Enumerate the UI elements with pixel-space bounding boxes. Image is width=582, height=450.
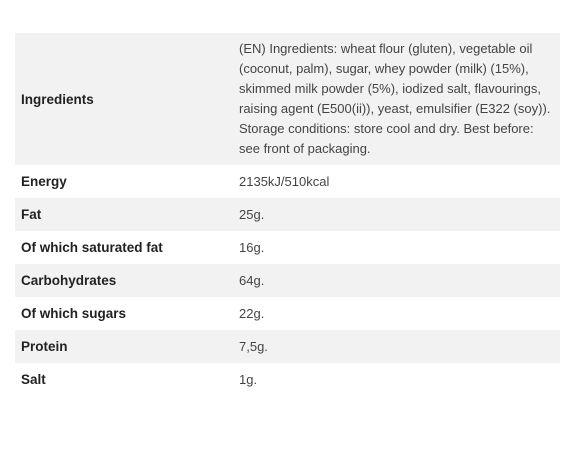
row-label: Ingredients bbox=[21, 91, 94, 107]
row-label: Of which sugars bbox=[21, 306, 127, 321]
table-row-salt: Salt 1g. bbox=[15, 363, 560, 396]
row-label: Protein bbox=[21, 339, 68, 354]
nutrition-table: Ingredients (EN) Ingredients: wheat flou… bbox=[15, 33, 560, 396]
row-value: 7,5g. bbox=[239, 338, 268, 354]
row-label: Salt bbox=[21, 372, 46, 387]
row-value: 25g. bbox=[239, 206, 265, 222]
table-row-ingredients: Ingredients (EN) Ingredients: wheat flou… bbox=[15, 33, 560, 165]
row-value: 1g. bbox=[239, 371, 258, 387]
table-row-energy: Energy 2135kJ/510kcal bbox=[15, 165, 560, 198]
row-value: (EN) Ingredients: wheat flour (gluten), … bbox=[239, 41, 551, 156]
table-row-carbohydrates: Carbohydrates 64g. bbox=[15, 264, 560, 297]
table-row-saturated-fat: Of which saturated fat 16g. bbox=[15, 231, 560, 264]
row-value: 64g. bbox=[239, 272, 265, 288]
table-row-fat: Fat 25g. bbox=[15, 198, 560, 231]
row-label: Energy bbox=[21, 174, 67, 189]
row-label: Of which saturated fat bbox=[21, 240, 163, 255]
row-label: Carbohydrates bbox=[21, 273, 117, 288]
row-value: 16g. bbox=[239, 239, 265, 255]
table-row-protein: Protein 7,5g. bbox=[15, 330, 560, 363]
row-value: 2135kJ/510kcal bbox=[239, 173, 330, 189]
row-value: 22g. bbox=[239, 305, 265, 321]
row-label: Fat bbox=[21, 207, 42, 222]
table-row-sugars: Of which sugars 22g. bbox=[15, 297, 560, 330]
